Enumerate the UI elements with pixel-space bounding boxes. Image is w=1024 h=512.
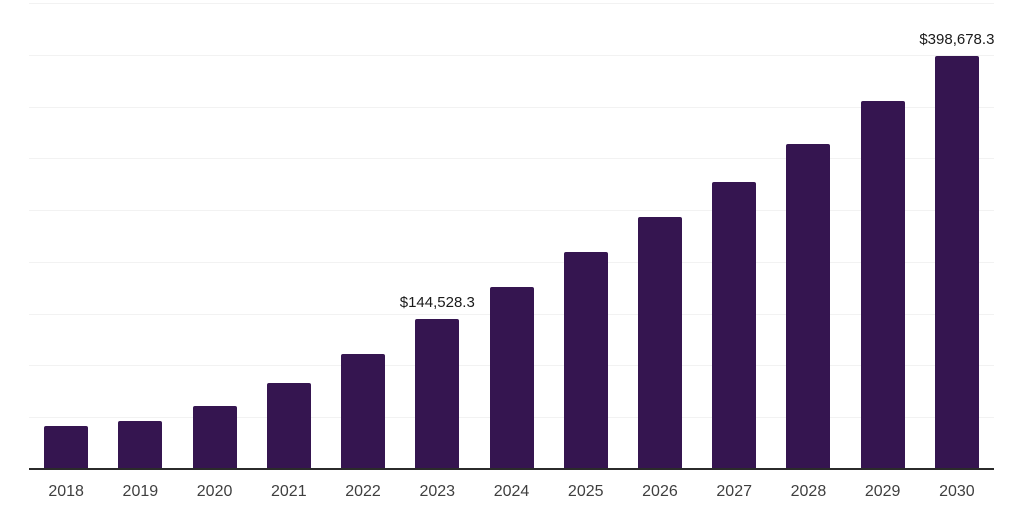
bar-2028 (786, 143, 831, 469)
x-axis-label-2023: 2023 (419, 483, 456, 500)
gridline (29, 261, 994, 263)
gridline (29, 106, 994, 108)
gridline (29, 3, 994, 4)
plot-area: $144,528.3 $398,678.3 (29, 3, 994, 469)
gridline (29, 158, 994, 160)
x-axis-line (29, 468, 994, 470)
gridline (29, 210, 994, 212)
x-axis-label-2021: 2021 (271, 483, 307, 500)
x-axis-label-2025: 2025 (567, 483, 604, 500)
bar-2029 (860, 101, 905, 469)
x-axis-label-2019: 2019 (122, 483, 159, 500)
data-label-2030: $398,678.3 (919, 31, 995, 49)
x-axis-label-2026: 2026 (642, 483, 678, 500)
x-axis-label-2024: 2024 (493, 483, 530, 500)
data-label-2023: $144,528.3 (399, 294, 475, 312)
x-axis-label-2029: 2029 (864, 483, 901, 500)
bar-2018 (44, 425, 89, 469)
bar-2021 (266, 382, 311, 469)
bar-2024 (489, 287, 534, 469)
bar-2027 (712, 181, 757, 469)
bar-2026 (637, 217, 682, 469)
bar-2023 (415, 319, 460, 469)
x-axis-label-2027: 2027 (716, 483, 752, 500)
bar-2030 (934, 56, 979, 469)
x-axis-label-2030: 2030 (939, 483, 975, 500)
x-axis-label-2022: 2022 (345, 483, 381, 500)
bar-2019 (118, 420, 163, 469)
x-axis-label-2020: 2020 (196, 483, 233, 500)
bar-2025 (563, 252, 608, 469)
x-axis-label-2018: 2018 (48, 483, 84, 500)
x-axis-label-2028: 2028 (790, 483, 827, 500)
bar-2020 (192, 406, 237, 469)
gridline (29, 54, 994, 56)
bar-2022 (341, 354, 386, 469)
